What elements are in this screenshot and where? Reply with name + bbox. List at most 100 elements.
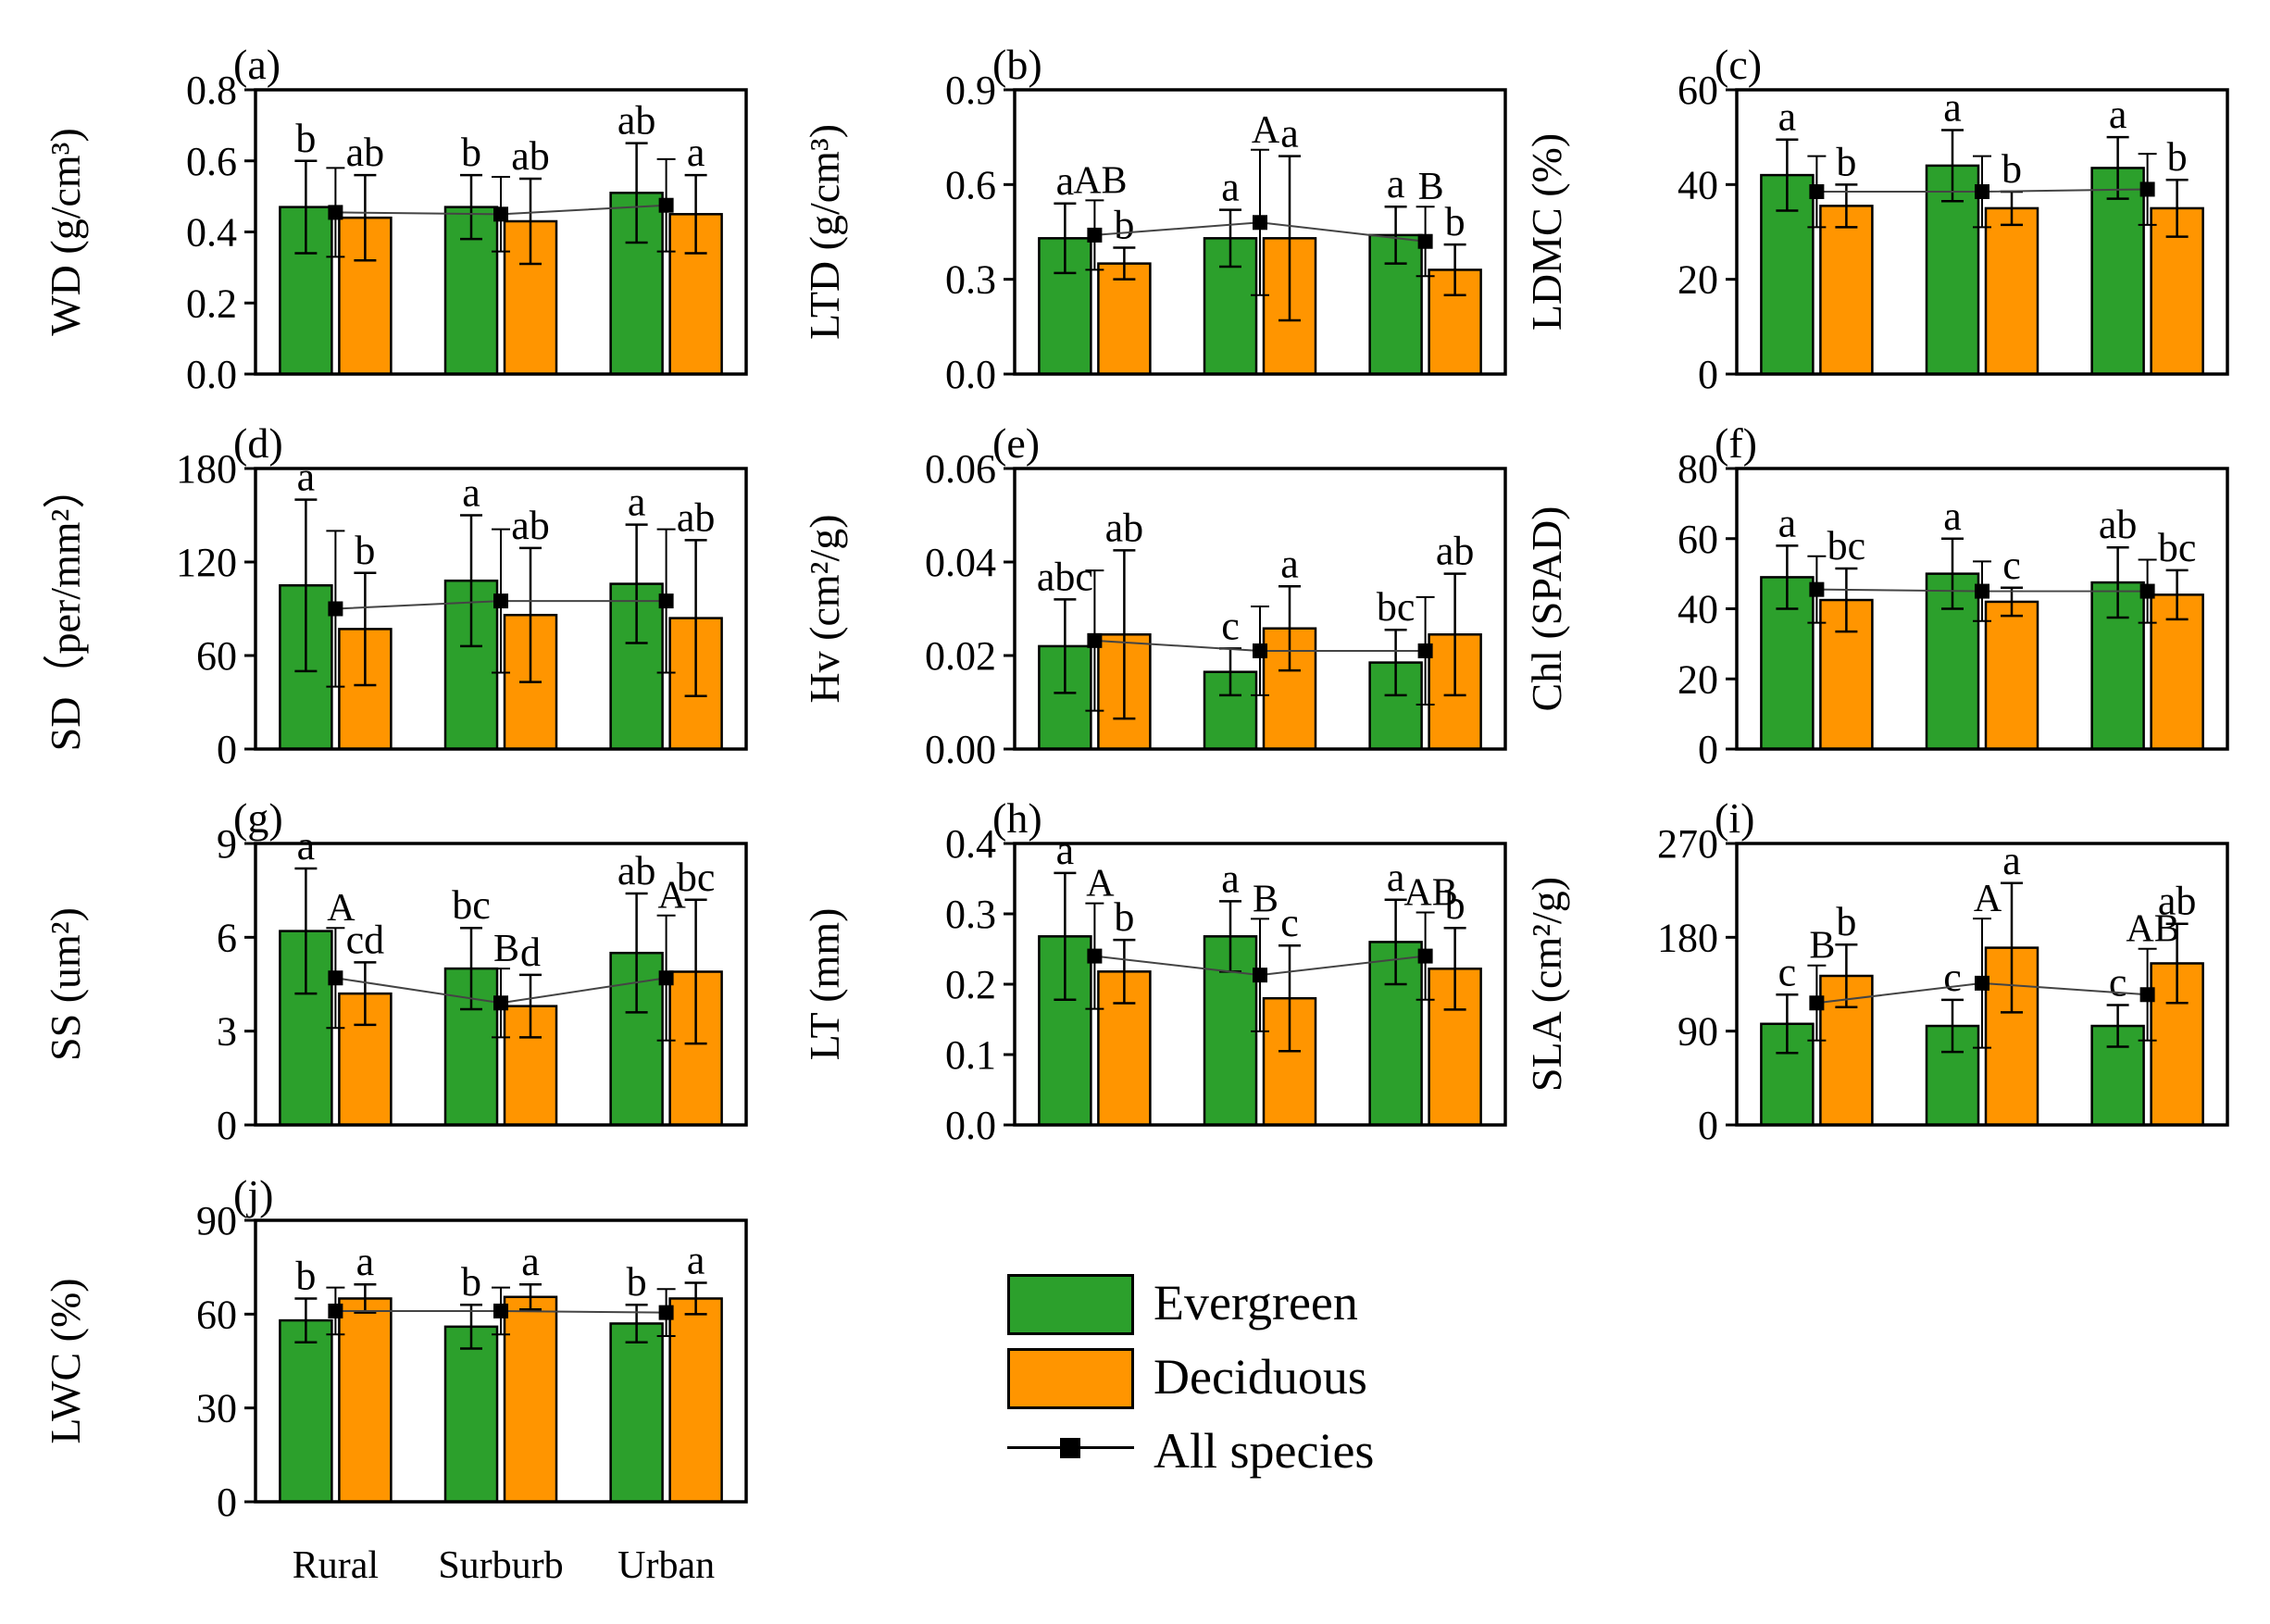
plot-frame [1735,88,2229,376]
all-species-marker [328,601,343,617]
y-tick-label: 0.2 [186,281,237,326]
plot-frame [1735,467,2229,751]
deciduous-letter: ab [2158,879,2197,924]
y-tick-label: 80 [1678,446,1718,492]
y-axis-label: SS (um²) [42,907,89,1061]
y-tick-label: 0.02 [925,633,996,679]
all-species-marker [328,970,343,986]
all-species-marker [1417,948,1433,964]
y-tick-label: 0.9 [945,68,996,113]
y-axis-label: LDMC (%) [1523,133,1570,331]
all-species-marker [1417,233,1433,249]
all-species-marker [1809,184,1825,200]
evergreen-bar [609,1322,664,1504]
deciduous-letter: cd [346,917,385,962]
deciduous-bar [1984,206,2039,376]
all-species-marker [658,197,674,213]
deciduous-letter: bc [1827,523,1866,568]
y-tick-label: 0.6 [186,139,237,184]
evergreen-letter: b [295,116,316,161]
evergreen-letter: a [1056,158,1075,204]
y-tick-label: 0 [1698,727,1718,772]
deciduous-bar [338,1297,393,1504]
y-axis-label: Chl (SPAD) [1523,506,1570,712]
all-species-marker [1253,643,1267,658]
y-tick-label: 0.3 [945,892,996,937]
deciduous-letter: b [355,528,375,573]
deciduous-letter: a [356,1239,375,1284]
y-tick-label: 0 [217,1480,237,1525]
panel-label: (a) [233,41,281,88]
evergreen-letter: c [1221,603,1240,648]
deciduous-bar [2150,593,2204,751]
y-tick-label: 60 [1678,517,1718,562]
panel-label: (f) [1715,419,1757,467]
plot-frame [254,842,748,1127]
evergreen-bar [279,1318,333,1504]
all-species-marker [1809,995,1825,1011]
legend-label-deciduous: Deciduous [1154,1349,1367,1405]
all-species-marker [1087,632,1103,648]
evergreen-letter: a [297,823,316,868]
evergreen-swatch [1007,1274,1134,1335]
panel-label: (h) [992,794,1042,842]
evergreen-letter: ab [2099,502,2138,547]
y-tick-label: 20 [1678,656,1718,702]
all-species-letter: B [493,928,519,970]
all-species-letter: A [657,875,686,918]
all-species-letter: A [1086,863,1115,906]
deciduous-letter: c [1280,900,1299,945]
y-axis-label: LT (mm) [801,908,848,1061]
y-tick-label: 0 [217,727,237,772]
y-tick-label: 0.4 [186,210,237,256]
y-axis-label: Hv (cm²/g) [801,514,848,703]
deciduous-bar [668,1297,723,1504]
plot-frame [1013,88,1507,376]
evergreen-letter: b [461,1259,481,1305]
legend: Evergreen Deciduous All species [1007,1270,1489,1483]
deciduous-letter: b [1445,882,1466,928]
all-species-marker [658,970,674,986]
evergreen-letter: a [462,470,480,516]
legend-item-evergreen: Evergreen [1007,1270,1489,1335]
all-species-marker [493,206,508,222]
y-axis-label: SD（per/mm²） [42,467,89,752]
plot-frame [254,88,748,376]
evergreen-letter: ab [617,98,656,144]
y-tick-label: 30 [196,1386,237,1431]
y-tick-label: 40 [1678,587,1718,632]
panel-label: (b) [992,41,1042,88]
deciduous-letter: ab [346,130,385,175]
deciduous-bar [1984,600,2039,751]
y-axis-label: LTD (g/cm³) [801,124,848,340]
y-axis-label: WD (g/cm³) [42,128,89,336]
evergreen-letter: c [2109,960,2127,1006]
x-tick-label: Rural [293,1544,379,1587]
legend-item-all-species: All species [1007,1418,1489,1483]
all-species-marker [2139,181,2155,197]
panel-label: (j) [233,1171,273,1218]
y-tick-label: 0.06 [925,446,996,492]
plot-frame [1013,467,1507,751]
evergreen-letter: a [628,480,646,525]
evergreen-letter: c [1943,955,1962,1000]
y-tick-label: 0.0 [945,352,996,397]
evergreen-letter: a [297,455,316,500]
y-tick-label: 0.6 [945,162,996,207]
plot-frame [254,467,748,751]
y-tick-label: 9 [217,821,237,867]
y-tick-label: 0 [217,1103,237,1148]
legend-label-all-species: All species [1154,1423,1375,1479]
deciduous-letter: bc [2158,525,2197,570]
y-axis-label: LWC (%) [42,1278,89,1443]
evergreen-letter: b [461,130,481,175]
evergreen-bar [2090,167,2145,376]
deciduous-letter: ab [1436,529,1475,574]
y-tick-label: 0.0 [186,352,237,397]
deciduous-letter: bc [677,855,716,900]
all-species-letter: A [1252,109,1280,152]
